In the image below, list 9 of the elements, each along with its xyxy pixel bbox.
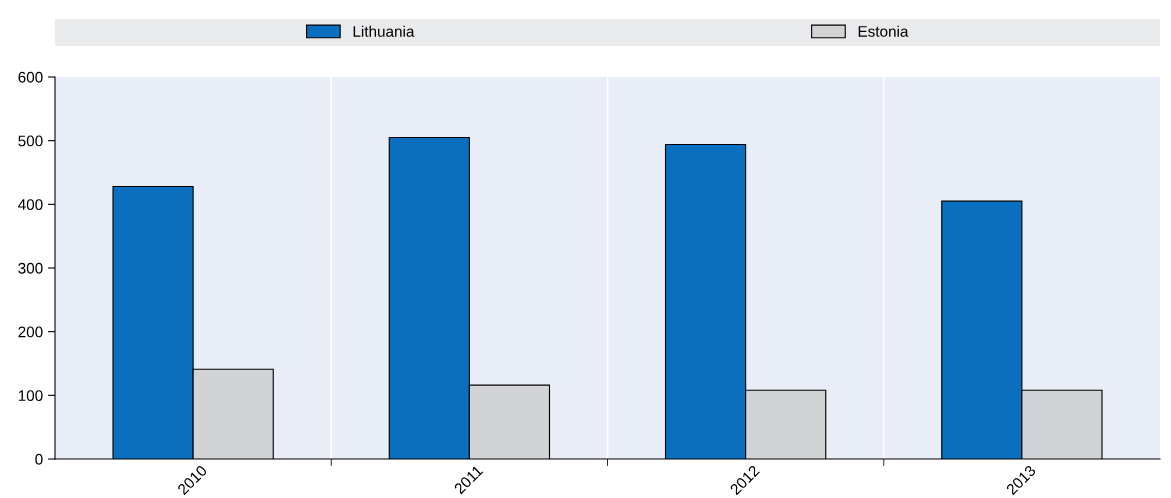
y-tick-label: 500 [18,135,43,147]
y-tick-label: 300 [18,262,43,274]
y-tick-label: 400 [18,199,43,211]
y-tick-label: 100 [18,390,43,402]
legend-label: Estonia [858,25,909,37]
y-tick-label: 0 [35,453,43,465]
legend-label: Lithuania [353,25,415,37]
y-tick-label: 600 [18,71,43,83]
y-tick-label: 200 [18,326,43,338]
